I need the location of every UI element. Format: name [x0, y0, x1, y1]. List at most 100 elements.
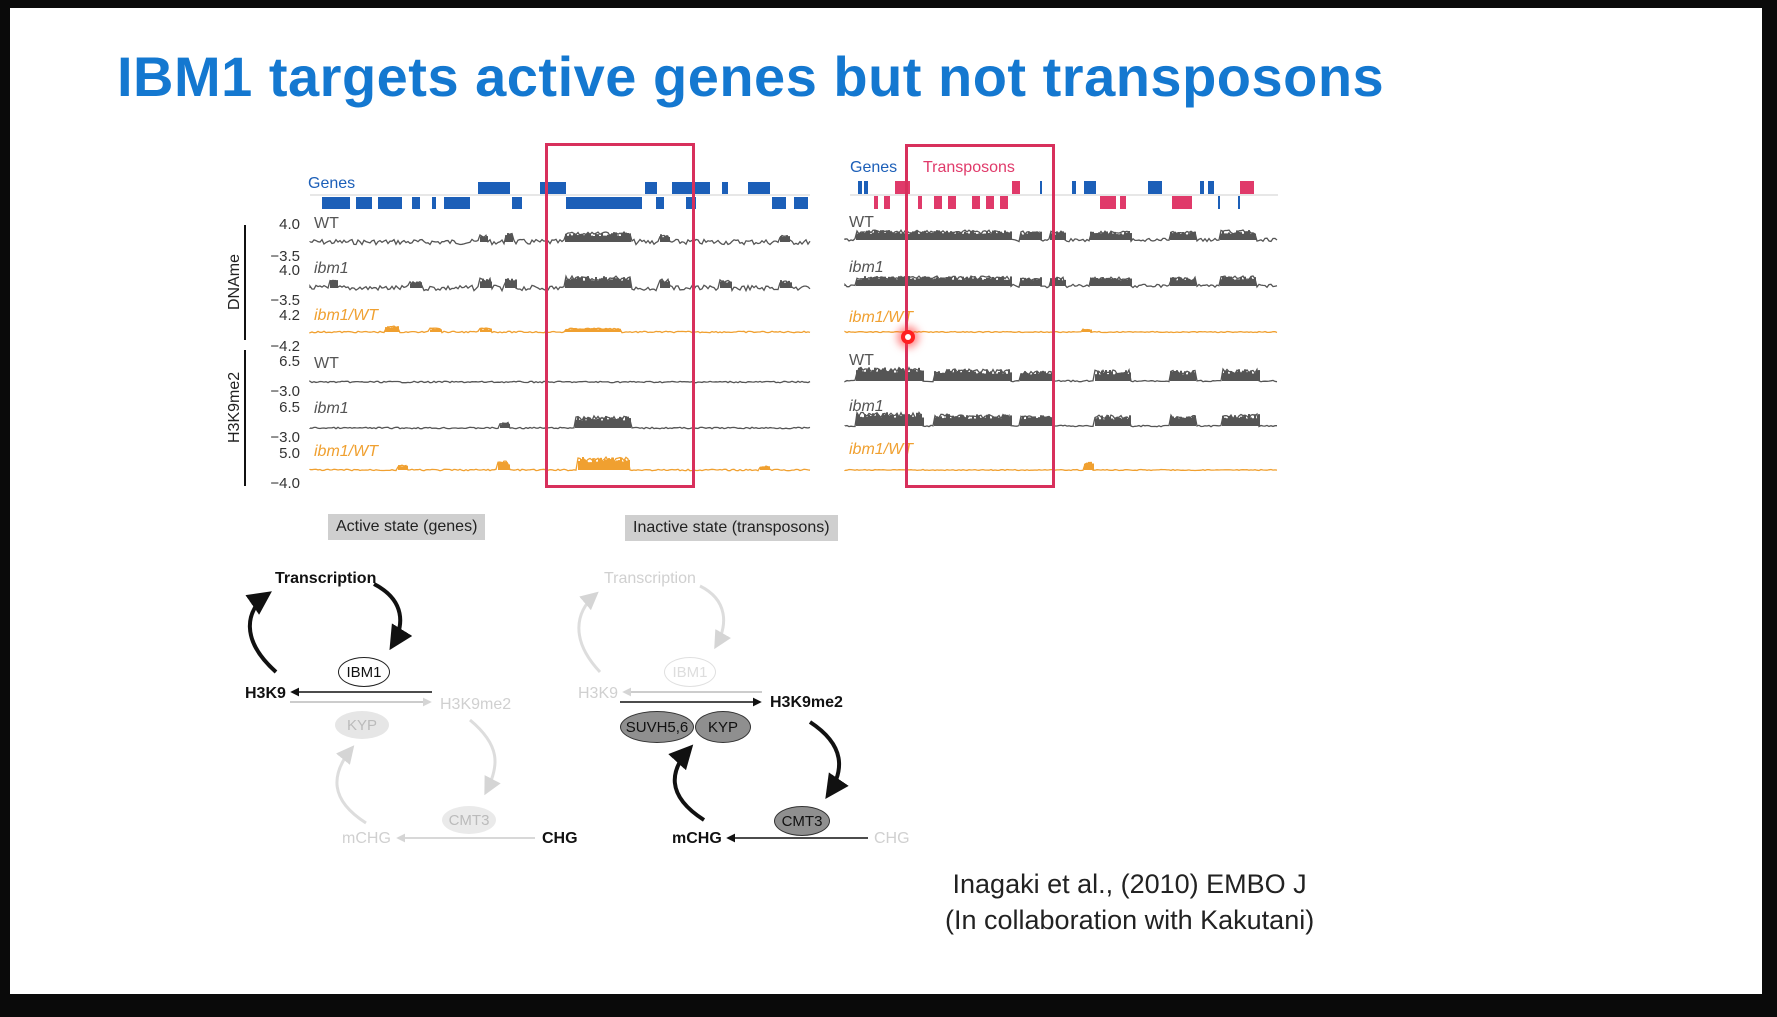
- signal-bar: [1038, 232, 1040, 240]
- signal-bar: [1096, 277, 1098, 286]
- signal-bar: [668, 281, 670, 288]
- signal-bar: [790, 282, 792, 288]
- signal-bar: [629, 418, 631, 428]
- signal-bar: [856, 279, 858, 286]
- signal-bar: [397, 326, 399, 332]
- track-name: WT: [314, 215, 339, 232]
- signal-bar: [628, 459, 630, 470]
- signal-bar: [908, 276, 910, 286]
- track-name: ibm1/WT: [314, 443, 378, 460]
- signal-bar: [623, 277, 625, 288]
- gene-block: [432, 197, 436, 209]
- signal-bar: [1240, 276, 1242, 286]
- signal-bar: [924, 276, 926, 286]
- transposon-block: [1100, 196, 1116, 209]
- signal-bar: [484, 328, 486, 332]
- signal-bar: [910, 278, 912, 286]
- signal-bar: [1226, 418, 1228, 426]
- signal-bar: [571, 278, 573, 288]
- signal-bar: [668, 236, 670, 242]
- signal-bar: [509, 233, 511, 242]
- signal-bar: [880, 417, 882, 426]
- signal-bar: [603, 329, 605, 332]
- signal-bar: [1190, 232, 1192, 240]
- signal-bar: [920, 231, 922, 240]
- signal-bar: [502, 461, 504, 470]
- signal-bar: [950, 231, 952, 240]
- signal-bar: [1256, 418, 1258, 426]
- signal-bar: [1174, 231, 1176, 240]
- signal-bar: [974, 232, 976, 240]
- signal-track: [309, 274, 811, 293]
- signal-bar: [946, 277, 948, 286]
- signal-bar: [864, 371, 866, 381]
- signal-bar: [1022, 373, 1024, 381]
- gene-block: [672, 182, 710, 194]
- signal-bar: [788, 280, 790, 288]
- signal-bar: [1050, 373, 1052, 381]
- signal-bar: [930, 277, 932, 286]
- signal-bar: [1248, 230, 1250, 240]
- track-name: WT: [849, 352, 874, 369]
- signal-bar: [976, 373, 978, 381]
- signal-bar: [1105, 370, 1107, 381]
- signal-bar: [896, 372, 898, 381]
- signal-bar: [602, 461, 604, 470]
- signal-bar: [660, 234, 662, 242]
- signal-bar: [1186, 416, 1188, 426]
- signal-bar: [890, 415, 892, 426]
- signal-bar: [1088, 461, 1090, 470]
- gene-block: [378, 197, 402, 209]
- gene-block: [322, 197, 350, 209]
- active-state-label: Active state (genes): [328, 514, 486, 540]
- signal-bar: [583, 235, 585, 242]
- signal-bar: [766, 466, 768, 470]
- signal-bar: [1186, 277, 1188, 286]
- signal-bar: [922, 231, 924, 240]
- signal-bar: [984, 373, 986, 381]
- signal-bar: [1240, 232, 1242, 240]
- signal-bar: [618, 460, 620, 470]
- signal-bar: [1184, 279, 1186, 286]
- signal-bar: [996, 233, 998, 240]
- signal-bar: [1008, 369, 1010, 381]
- signal-bar: [956, 416, 958, 426]
- signal-bar: [1252, 232, 1254, 240]
- signal-bar: [1250, 233, 1252, 240]
- signal-bar: [1172, 371, 1174, 381]
- signal-bar: [611, 417, 613, 428]
- signal-bar: [600, 457, 602, 470]
- signal-bar: [986, 230, 988, 240]
- signal-bar: [958, 417, 960, 426]
- signal-bar: [922, 370, 924, 381]
- signal-bar: [1170, 371, 1172, 381]
- signal-bar: [1092, 231, 1094, 240]
- signal-bar: [918, 414, 920, 426]
- signal-bar: [605, 235, 607, 242]
- signal-bar: [575, 278, 577, 288]
- signal-bar: [984, 233, 986, 240]
- signal-bar: [573, 278, 575, 288]
- signal-bar: [619, 279, 621, 288]
- signal-bar: [1228, 415, 1230, 426]
- signal-bar: [858, 233, 860, 240]
- signal-bar: [890, 277, 892, 286]
- signal-bar: [990, 418, 992, 426]
- signal-bar: [336, 280, 338, 288]
- signal-bar: [1250, 370, 1252, 381]
- signal-bar: [944, 231, 946, 240]
- signal-bar: [619, 328, 621, 332]
- signal-bar: [946, 369, 948, 381]
- signal-bar: [1054, 277, 1056, 286]
- signal-bar: [588, 462, 590, 470]
- signal-bar: [511, 234, 513, 242]
- signal-bar: [728, 281, 730, 288]
- signal-bar: [1122, 279, 1124, 286]
- signal-bar: [1129, 372, 1131, 381]
- signal-bar: [962, 369, 964, 381]
- signal-bar: [1228, 277, 1230, 286]
- signal-bar: [420, 282, 422, 288]
- signal-bar: [513, 280, 515, 288]
- signal-bar: [1104, 278, 1106, 286]
- signal-bar: [619, 235, 621, 242]
